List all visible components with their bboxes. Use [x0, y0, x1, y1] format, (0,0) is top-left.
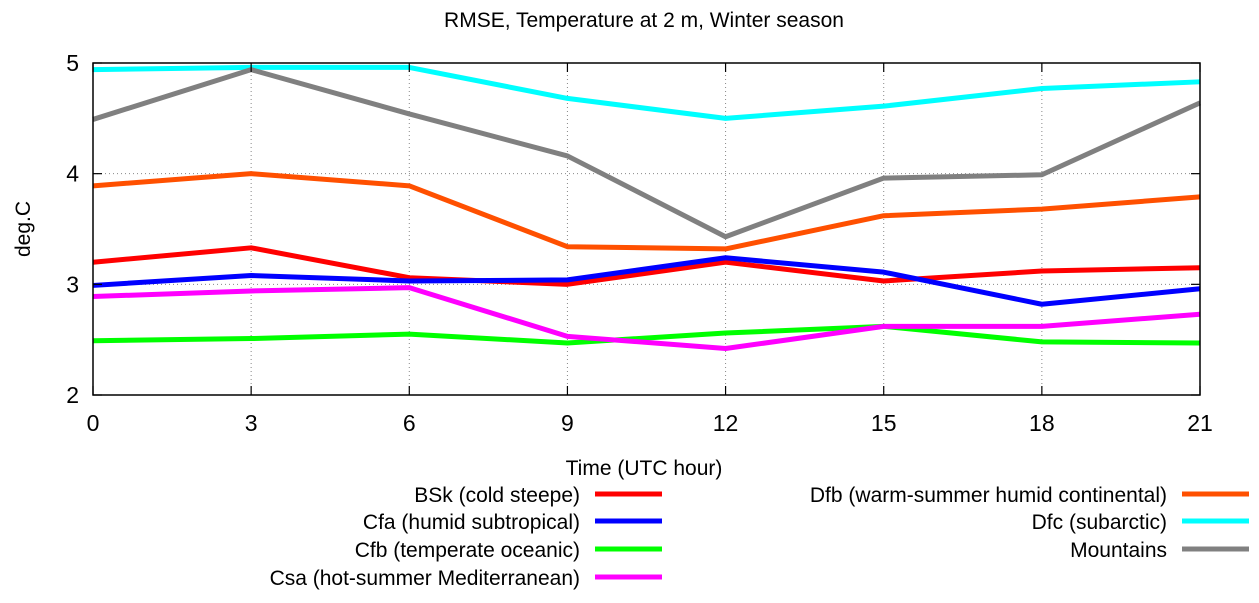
x-tick-label: 6	[403, 410, 416, 436]
legend-label: Mountains	[1070, 539, 1167, 562]
series-line-bsk	[92, 245, 1201, 287]
legend-label: Dfc (subarctic)	[1032, 511, 1167, 534]
legend-label: Cfa (humid subtropical)	[363, 511, 580, 534]
series-line-dfc	[92, 64, 1201, 121]
series-line-mountains	[92, 67, 1202, 240]
legend-label: Csa (hot-summer Mediterranean)	[270, 567, 580, 590]
x-tick-label: 15	[871, 410, 897, 436]
y-tick-label: 3	[66, 271, 79, 297]
legend-label: Dfb (warm-summer humid continental)	[810, 484, 1167, 507]
x-tick-label: 18	[1029, 410, 1055, 436]
plot-frame	[92, 62, 1201, 396]
axis-ticks	[92, 62, 1201, 396]
x-axis-title: Time (UTC hour)	[566, 457, 723, 480]
series-line-cfb	[92, 323, 1201, 346]
y-tick-label: 5	[66, 50, 79, 76]
x-tick-label: 9	[561, 410, 574, 436]
y-tick-label: 4	[66, 161, 79, 187]
x-tick-label: 12	[713, 410, 739, 436]
x-tick-label: 21	[1187, 410, 1213, 436]
chart-title: RMSE, Temperature at 2 m, Winter season	[444, 9, 844, 32]
tick-labels: 0 3 6 9 12 15 18 21 2 3 4 5	[66, 50, 1213, 436]
series-line-cfa	[92, 255, 1201, 307]
series-lines	[92, 64, 1202, 352]
series-line-dfb	[92, 171, 1201, 252]
legend-label: Cfb (temperate oceanic)	[355, 539, 580, 562]
x-tick-label: 3	[245, 410, 258, 436]
y-axis-title: deg.C	[12, 201, 35, 257]
y-tick-label: 2	[66, 382, 79, 408]
series-line-csa	[92, 285, 1201, 352]
legend-label: BSk (cold steepe)	[414, 484, 580, 507]
x-tick-label: 0	[87, 410, 100, 436]
legend: BSk (cold steepe) Cfa (humid subtropical)…	[270, 484, 1249, 590]
grid	[93, 63, 1200, 395]
